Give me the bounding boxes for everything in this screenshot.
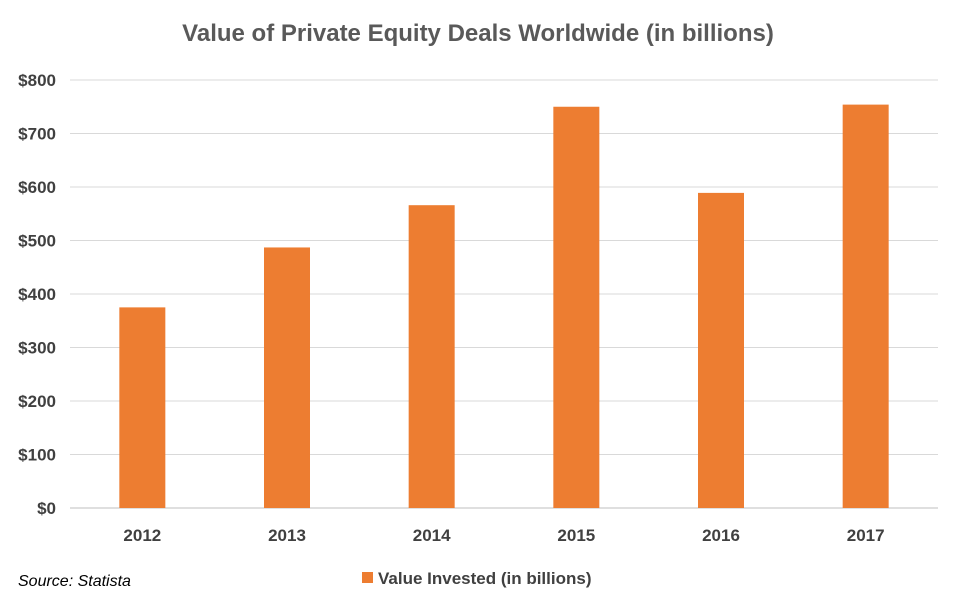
x-tick-label: 2012 [123,526,161,545]
x-tick-label: 2017 [847,526,885,545]
bar [119,307,166,508]
y-tick-label: $100 [18,446,56,465]
bar [553,106,600,508]
y-tick-label: $0 [37,499,56,518]
legend: Value Invested (in billions) [362,569,592,588]
bar [408,205,455,508]
source-note: Source: Statista [18,573,131,590]
y-tick-label: $800 [18,71,56,90]
legend-swatch [362,572,373,583]
y-tick-label: $600 [18,178,56,197]
bar [264,247,310,508]
y-tick-label: $300 [18,339,56,358]
x-tick-label: 2013 [268,526,306,545]
x-tick-label: 2014 [413,526,451,545]
y-tick-label: $700 [18,125,56,144]
bar [842,104,889,509]
y-tick-label: $500 [18,232,56,251]
y-tick-label: $200 [18,392,56,411]
y-axis-ticks: $0 $100 $200 $300 $400 $500 $600 $700 $800 [18,71,56,518]
gridlines [70,79,938,509]
x-tick-label: 2016 [702,526,740,545]
x-tick-label: 2015 [557,526,595,545]
chart-title: Value of Private Equity Deals Worldwide … [182,20,774,47]
bar [698,192,744,508]
bars [119,104,889,509]
x-axis-ticks: 2012 2013 2014 2015 2016 2017 [123,526,884,545]
y-tick-label: $400 [18,285,56,304]
legend-label: Value Invested (in billions) [378,569,592,588]
